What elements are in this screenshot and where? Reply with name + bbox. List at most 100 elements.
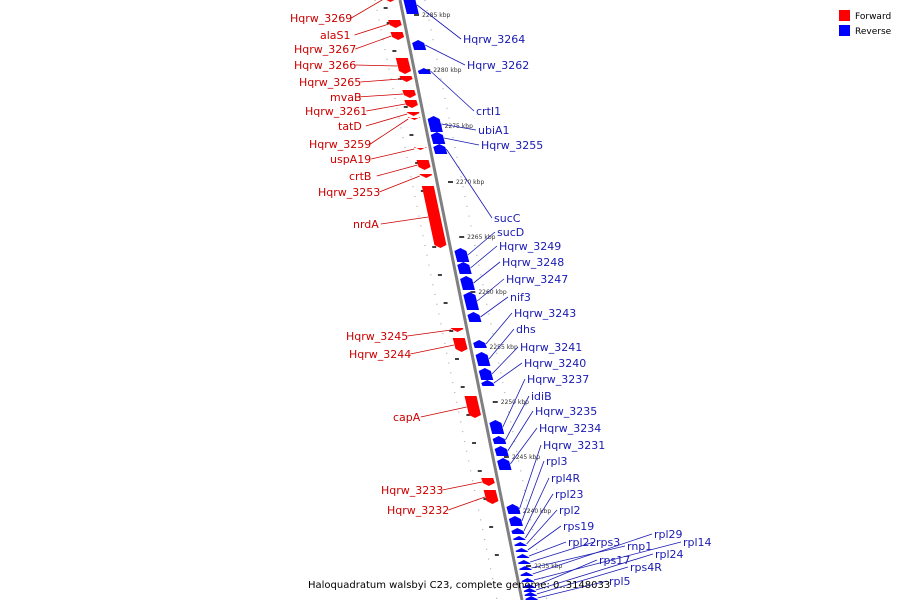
forward-gene-feature xyxy=(402,90,416,98)
reverse-gene-feature xyxy=(489,420,505,434)
reverse-gene-feature xyxy=(521,578,535,582)
legend-reverse-swatch xyxy=(839,25,850,36)
genome-backbone xyxy=(398,0,524,600)
reverse-gene-label: rps3 xyxy=(596,536,620,549)
reverse-gene-feature xyxy=(403,0,419,14)
reverse-leader-line xyxy=(525,493,554,539)
kbp-tick-label: 2250 kbp xyxy=(501,399,529,406)
reverse-leader-line xyxy=(488,328,515,360)
reverse-gene-feature xyxy=(463,292,480,310)
guide-dotted-line xyxy=(424,0,548,600)
forward-gene-label: Hqrw_3233 xyxy=(381,484,443,497)
reverse-gene-label: sucD xyxy=(497,226,524,239)
forward-gene-label: tatD xyxy=(338,120,362,133)
reverse-gene-label: Hqrw_3247 xyxy=(506,273,568,286)
forward-leader-line xyxy=(351,0,383,19)
legend-forward-swatch xyxy=(839,10,850,21)
forward-leader-line xyxy=(354,23,390,36)
genome-caption: Haloquadratum walsbyi C23, complete geno… xyxy=(308,580,610,591)
forward-leader-line xyxy=(365,113,408,127)
forward-gene-label: uspA19 xyxy=(330,153,371,166)
reverse-gene-label: rpl14 xyxy=(683,536,712,549)
reverse-gene-feature xyxy=(520,572,534,576)
forward-gene-label: Hqrw_3259 xyxy=(309,138,371,151)
reverse-gene-label: rpl23 xyxy=(555,488,584,501)
forward-leader-line xyxy=(442,481,483,491)
reverse-gene-feature xyxy=(475,352,491,366)
reverse-gene-label: Hqrw_3240 xyxy=(524,357,586,370)
forward-gene-label: crtB xyxy=(349,170,371,183)
reverse-gene-label: rnp1 xyxy=(627,540,652,553)
forward-leader-line xyxy=(355,35,392,50)
reverse-leader-line xyxy=(536,566,629,595)
kbp-tick-label: 2265 kbp xyxy=(467,234,495,241)
reverse-gene-label: rpl3 xyxy=(546,455,568,468)
reverse-leader-line xyxy=(531,545,626,569)
reverse-leader-line xyxy=(480,296,509,318)
reverse-gene-label: Hqrw_3248 xyxy=(502,256,564,269)
forward-gene-label: Hqrw_3244 xyxy=(349,348,411,361)
forward-gene-label: Hqrw_3265 xyxy=(299,76,361,89)
forward-gene-feature xyxy=(421,186,447,248)
forward-leader-line xyxy=(370,118,409,145)
reverse-gene-label: Hqrw_3241 xyxy=(520,341,582,354)
reverse-leader-line xyxy=(467,231,496,256)
reverse-gene-label: Hqrw_3234 xyxy=(539,422,601,435)
forward-gene-feature xyxy=(414,147,427,150)
reverse-gene-label: Hqrw_3262 xyxy=(467,59,529,72)
forward-leader-line xyxy=(355,64,398,67)
reverse-gene-feature xyxy=(430,132,446,144)
kbp-tick-label: 2280 kbp xyxy=(433,67,461,74)
reverse-gene-feature xyxy=(417,68,432,74)
reverse-gene-feature xyxy=(508,516,523,526)
reverse-gene-label: crtI1 xyxy=(476,105,501,118)
forward-gene-label: alaS1 xyxy=(320,29,351,42)
forward-leader-line xyxy=(371,148,415,160)
reverse-leader-line xyxy=(519,444,542,510)
forward-leader-line xyxy=(410,344,455,355)
reverse-leader-line xyxy=(470,245,498,269)
forward-gene-feature xyxy=(399,76,413,82)
reverse-leader-line xyxy=(526,509,558,545)
reverse-gene-feature xyxy=(494,446,509,456)
forward-gene-feature xyxy=(395,58,412,74)
reverse-gene-label: rpl22 xyxy=(568,536,597,549)
legend: Forward Reverse xyxy=(839,10,892,37)
reverse-leader-line xyxy=(493,362,523,384)
reverse-leader-line xyxy=(502,378,526,428)
kbp-tick-label: 2270 kbp xyxy=(456,179,484,186)
reverse-gene-feature xyxy=(517,560,531,564)
kbp-tick-label: 2285 kbp xyxy=(422,12,450,19)
reverse-leader-line xyxy=(485,312,513,345)
reverse-gene-feature xyxy=(524,592,538,596)
kbp-tick-label: 2240 kbp xyxy=(523,508,551,515)
forward-gene-label: Hqrw_3232 xyxy=(387,504,449,517)
forward-leader-line xyxy=(448,496,486,511)
forward-gene-feature xyxy=(406,112,420,116)
reverse-leader-line xyxy=(476,278,505,302)
reverse-leader-line xyxy=(530,541,595,563)
reverse-gene-feature xyxy=(506,504,521,514)
reverse-gene-label: Hqrw_3237 xyxy=(527,373,589,386)
reverse-gene-feature xyxy=(412,40,427,50)
reverse-gene-feature xyxy=(460,276,475,290)
reverse-gene-feature xyxy=(433,144,448,154)
kbp-tick-label: 2245 kbp xyxy=(512,454,540,461)
kbp-tick-label: 2275 kbp xyxy=(445,123,473,130)
forward-gene-feature xyxy=(416,160,431,170)
reverse-gene-feature xyxy=(473,340,487,348)
reverse-leader-line xyxy=(441,123,477,131)
forward-gene-label: Hqrw_3266 xyxy=(294,59,356,72)
forward-gene-feature xyxy=(481,478,495,486)
reverse-gene-feature xyxy=(525,596,538,600)
forward-leader-line xyxy=(407,329,452,337)
reverse-gene-label: sucC xyxy=(494,212,521,225)
forward-gene-label: Hqrw_3269 xyxy=(290,12,352,25)
reverse-gene-feature xyxy=(516,554,530,558)
forward-gene-feature xyxy=(452,338,468,352)
reverse-gene-feature xyxy=(457,262,472,274)
reverse-leader-line xyxy=(528,541,567,557)
reverse-gene-feature xyxy=(481,380,495,386)
legend-forward-label: Forward xyxy=(855,12,891,22)
reverse-gene-label: Hqrw_3231 xyxy=(543,439,605,452)
